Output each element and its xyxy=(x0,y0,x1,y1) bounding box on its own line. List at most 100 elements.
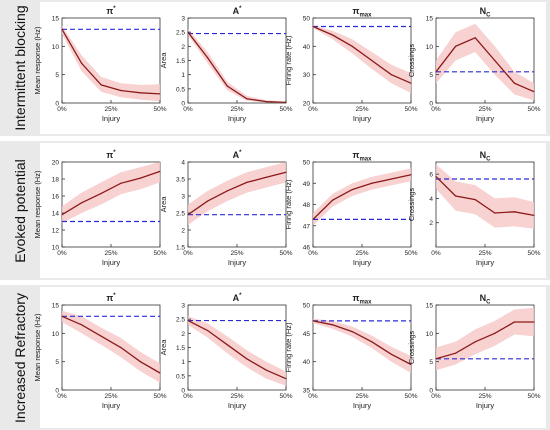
x-axis-label: Injury xyxy=(102,258,121,267)
series-point xyxy=(410,82,412,84)
y-tick-label: 1 xyxy=(181,72,185,79)
subplot: 10 12 14 16 18 20 0% 25% 50% Injury Mean response … xyxy=(33,150,167,267)
y-tick-label: 50 xyxy=(303,16,311,23)
x-tick-label: 50% xyxy=(404,250,417,257)
series-point xyxy=(207,329,209,332)
confidence-band xyxy=(313,25,411,94)
chart-title-main: A xyxy=(233,6,240,16)
y-tick-label: 5 xyxy=(55,359,59,366)
series-point xyxy=(139,361,141,363)
y-axis-label: Crossings xyxy=(407,188,416,222)
y-tick-label: 2.5 xyxy=(176,211,185,218)
series-point xyxy=(351,45,353,47)
chart-title: NC xyxy=(480,6,492,19)
y-tick-label: 1 xyxy=(181,359,185,366)
chart-title-superscript: * xyxy=(113,293,116,299)
series-point xyxy=(120,346,122,349)
chart-title: NC xyxy=(480,150,492,163)
plot-frame xyxy=(187,17,287,104)
y-tick-label: 3 xyxy=(181,194,185,201)
series-point xyxy=(207,200,209,202)
series-point xyxy=(455,45,457,47)
series-point xyxy=(332,34,334,36)
y-tick-label: 0.5 xyxy=(176,373,185,380)
x-axis-label: Injury xyxy=(353,114,372,123)
series-point xyxy=(187,319,189,322)
x-tick-label: 50% xyxy=(527,106,540,113)
chart-title-subscript: C xyxy=(486,300,491,306)
x-axis-label: Injury xyxy=(353,401,372,410)
x-tick-label: 0% xyxy=(183,250,193,257)
series-point xyxy=(410,174,412,176)
y-axis-label: Mean response (Hz) xyxy=(33,170,42,238)
y-tick-label: 30 xyxy=(303,72,311,79)
series-point xyxy=(474,37,476,39)
y-tick-label: 0.5 xyxy=(176,86,185,93)
series-point xyxy=(285,378,287,380)
x-tick-label: 25% xyxy=(355,106,368,113)
series-point xyxy=(61,315,63,317)
series-point xyxy=(533,214,535,217)
chart-title: π* xyxy=(106,6,116,16)
x-tick-label: 0% xyxy=(57,393,67,400)
series-point xyxy=(332,324,334,326)
chart-title-main: A xyxy=(233,293,240,303)
series-point xyxy=(390,178,392,180)
series-line xyxy=(435,321,534,360)
subplot: 0 0.5 1 1.5 2 2.5 3 0% 25% 50% Injury Area A* xyxy=(159,6,293,123)
y-tick-label: 45 xyxy=(303,331,311,338)
y-tick-label: 3 xyxy=(181,16,185,23)
series-point xyxy=(81,62,83,64)
series-line xyxy=(61,170,161,216)
y-tick-label: 2 xyxy=(429,220,433,227)
x-tick-label: 50% xyxy=(153,250,166,257)
x-tick-label: 0% xyxy=(183,393,193,400)
series-point xyxy=(455,352,457,354)
series-point xyxy=(265,369,267,371)
chart-title-superscript: * xyxy=(239,6,242,12)
chart-title-main: π xyxy=(106,293,113,303)
chart-title-main: π xyxy=(353,6,360,16)
y-tick-label: 16 xyxy=(52,194,60,201)
x-tick-label: 25% xyxy=(104,393,117,400)
series-point xyxy=(246,181,248,183)
series-point xyxy=(371,341,373,343)
x-tick-label: 25% xyxy=(230,250,243,257)
y-tick-label: 1.5 xyxy=(176,345,185,352)
confidence-band xyxy=(436,307,534,371)
x-tick-label: 25% xyxy=(104,250,117,257)
y-axis-label: Area xyxy=(159,52,168,69)
series-point xyxy=(435,175,437,178)
x-tick-label: 25% xyxy=(478,393,491,400)
confidence-band xyxy=(313,168,411,226)
x-tick-label: 0% xyxy=(308,250,318,257)
subplot: 0 5 10 15 0% 25% 50% Injury Mean response (Hz) π* xyxy=(33,6,167,123)
y-tick-label: 50 xyxy=(303,303,311,310)
x-tick-label: 25% xyxy=(104,106,117,113)
y-tick-label: 15 xyxy=(426,303,434,310)
series-point xyxy=(332,199,334,201)
y-tick-label: 15 xyxy=(52,16,60,23)
y-tick-label: 40 xyxy=(303,44,311,51)
y-tick-label: 18 xyxy=(52,177,60,184)
y-tick-label: 0 xyxy=(181,101,185,108)
x-axis-label: Injury xyxy=(102,114,121,123)
x-axis-label: Injury xyxy=(102,401,121,410)
subplot: 0 5 10 15 0% 25% 50% Injury Crossings NC xyxy=(407,6,541,123)
confidence-band xyxy=(436,23,534,101)
y-tick-label: 3.5 xyxy=(176,177,185,184)
y-tick-label: 46 xyxy=(303,245,311,252)
series-point xyxy=(246,98,248,100)
y-tick-label: 0 xyxy=(181,388,185,395)
series-point xyxy=(351,189,353,191)
series-line xyxy=(61,315,161,374)
series-point xyxy=(312,25,314,28)
y-axis-label: Mean response (Hz) xyxy=(33,26,42,94)
chart-title-subscript: max xyxy=(359,13,372,19)
y-tick-label: 47 xyxy=(303,223,311,230)
series-point xyxy=(533,91,535,93)
y-tick-label: 4 xyxy=(181,160,185,167)
x-tick-label: 0% xyxy=(57,106,67,113)
y-tick-label: 1.5 xyxy=(176,245,185,252)
chart-title-main: π xyxy=(106,150,113,160)
